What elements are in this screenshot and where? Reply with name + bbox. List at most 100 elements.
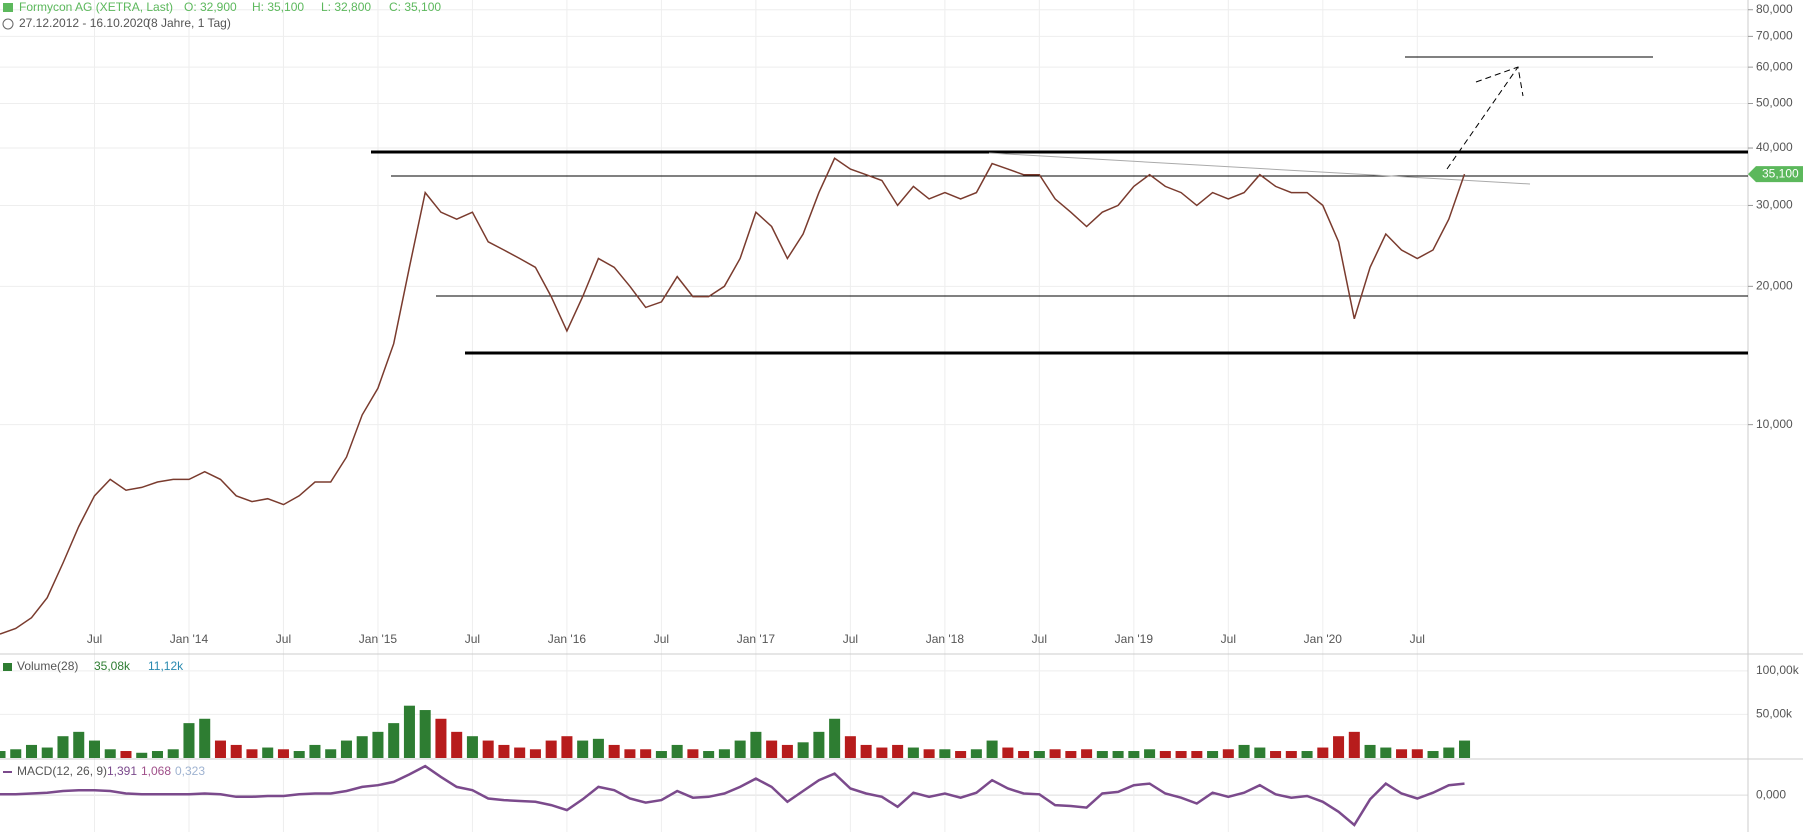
volume-bar — [340, 740, 352, 758]
y-tick-label: 50,00k — [1756, 707, 1793, 721]
macd-line — [0, 764, 1465, 827]
volume-bar — [1270, 751, 1282, 758]
volume-bar — [1144, 749, 1156, 758]
volume-bar — [718, 749, 730, 758]
volume-bar — [1159, 751, 1171, 758]
volume-bar — [655, 751, 667, 758]
volume-bar — [923, 749, 935, 758]
volume-bar — [435, 718, 447, 758]
volume-bar — [1175, 751, 1187, 758]
volume-bar — [1222, 749, 1234, 758]
volume-bar — [1002, 747, 1014, 758]
x-tick-label: Jan '18 — [926, 632, 965, 646]
volume-bar — [1065, 751, 1077, 758]
volume-bar — [1049, 749, 1061, 758]
volume-bar — [309, 744, 321, 758]
arrow-head — [1475, 66, 1524, 97]
x-tick-label: Jan '16 — [548, 632, 587, 646]
volume-bar — [120, 751, 132, 758]
trend-line — [988, 152, 1531, 185]
ohlc: C: 35,100 — [389, 0, 441, 14]
volume-bar — [1443, 747, 1455, 758]
volume-bar — [545, 740, 557, 758]
volume-bar — [1128, 751, 1140, 758]
volume-bar — [0, 751, 6, 758]
x-tick-label: Jan '15 — [359, 632, 398, 646]
volume-bar — [356, 736, 368, 758]
volume-bar — [813, 731, 825, 758]
volume-bar — [766, 740, 778, 758]
x-tick-label: Jan '20 — [1304, 632, 1343, 646]
price-line — [0, 157, 1466, 635]
ohlc: H: 35,100 — [252, 0, 304, 14]
volume-bar — [482, 740, 494, 758]
volume-bar — [451, 731, 463, 758]
volume-bar — [230, 744, 242, 758]
volume-bar — [1254, 747, 1266, 758]
volume-bar — [1081, 749, 1093, 758]
volume-bar — [892, 744, 904, 758]
x-tick-label: Jul — [843, 632, 858, 646]
instrument-title: Formycon AG (XETRA, Last) — [19, 0, 173, 14]
volume-bar — [1380, 747, 1392, 758]
legend-value: 1,068 — [141, 764, 171, 778]
x-tick-label: Jan '14 — [170, 632, 209, 646]
x-tick-label: Jul — [1410, 632, 1425, 646]
volume-bar — [1364, 744, 1376, 758]
y-tick-label: 50,000 — [1756, 96, 1793, 110]
volume-bar — [671, 744, 683, 758]
volume-bar — [1207, 751, 1219, 758]
y-tick-label: 60,000 — [1756, 59, 1793, 73]
legend-title: Volume(28) — [17, 659, 78, 673]
volume-bar — [986, 740, 998, 758]
y-tick-label: 100,00k — [1756, 663, 1800, 677]
volume-bar — [829, 718, 841, 758]
volume-bar — [1301, 751, 1313, 758]
volume-bar — [640, 749, 652, 758]
volume-bar — [1333, 736, 1345, 758]
y-tick-label: 10,000 — [1756, 417, 1793, 431]
volume-bar — [498, 744, 510, 758]
x-tick-label: Jul — [465, 632, 480, 646]
volume-bar — [955, 751, 967, 758]
x-tick-label: Jan '19 — [1115, 632, 1154, 646]
y-tick-label: 40,000 — [1756, 140, 1793, 154]
volume-bar — [41, 747, 53, 758]
icon — [3, 3, 13, 12]
volume-bar — [214, 740, 226, 758]
volume-bar — [1238, 744, 1250, 758]
period: (8 Jahre, 1 Tag) — [147, 16, 231, 30]
arrow — [1446, 66, 1519, 170]
y-tick-label: 0,000 — [1756, 787, 1786, 801]
volume-bar — [1018, 751, 1030, 758]
volume-bar — [939, 749, 951, 758]
volume-bar — [88, 740, 100, 758]
clock-icon — [2, 18, 14, 30]
volume-bar — [325, 749, 337, 758]
volume-bar — [372, 731, 384, 758]
x-tick-label: Jul — [654, 632, 669, 646]
volume-bar — [57, 736, 69, 758]
volume-bar — [797, 742, 809, 758]
ohlc: L: 32,800 — [321, 0, 371, 14]
volume-bar — [183, 723, 195, 758]
volume-bar — [104, 749, 116, 758]
x-tick-label: Jul — [87, 632, 102, 646]
y-tick-label: 30,000 — [1756, 198, 1793, 212]
volume-bar — [1285, 751, 1297, 758]
volume-bar — [970, 749, 982, 758]
date-range: 27.12.2012 - 16.10.2020 — [19, 16, 150, 30]
volume-bar — [907, 747, 919, 758]
volume-bar — [466, 736, 478, 758]
last-price-marker — [1748, 166, 1803, 183]
volume-bar — [703, 751, 715, 758]
last-price-label: 35,100 — [1762, 166, 1799, 180]
volume-bar — [10, 749, 22, 758]
volume-bar — [750, 731, 762, 758]
volume-bar — [293, 751, 305, 758]
volume-bar — [73, 731, 85, 758]
ohlc: O: 32,900 — [184, 0, 237, 14]
volume-bar — [1459, 740, 1471, 758]
